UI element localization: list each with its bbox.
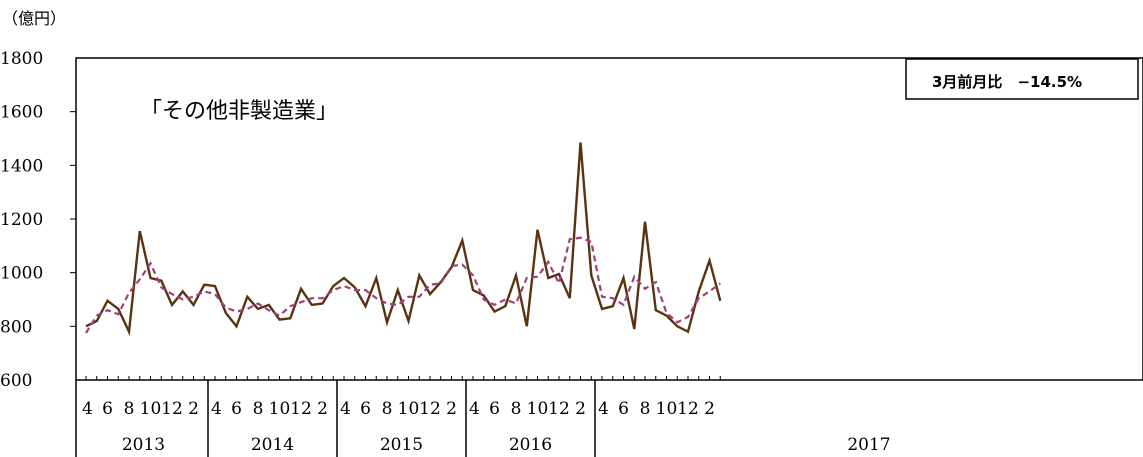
month-label: 2 <box>317 399 328 419</box>
plot-frame <box>75 57 1143 381</box>
year-label: 2017 <box>847 435 890 455</box>
y-tick-label: 1600 <box>0 103 43 123</box>
month-label: 8 <box>640 399 651 419</box>
unit-label: （億円） <box>2 9 66 28</box>
month-label: 4 <box>469 399 480 419</box>
month-label: 2 <box>446 399 457 419</box>
y-axis-ticks: 600 800 1000 1200 1400 1600 1800 <box>0 49 76 391</box>
y-tick-label: 1000 <box>0 264 43 284</box>
y-tick-label: 1400 <box>0 156 43 176</box>
month-label: 10 <box>398 399 420 419</box>
month-label: 8 <box>253 399 264 419</box>
series-title: 「その他非製造業」 <box>140 99 338 124</box>
y-tick-label: 1800 <box>0 49 43 69</box>
month-label: 12 <box>290 399 312 419</box>
month-label: 8 <box>124 399 135 419</box>
month-label: 6 <box>102 399 113 419</box>
callout-text: 3月前月比 −14.5% <box>932 73 1082 91</box>
series-line-solid <box>85 142 722 337</box>
year-label: 2016 <box>509 435 552 455</box>
month-label: 4 <box>340 399 351 419</box>
y-tick-label: 1200 <box>0 210 43 230</box>
series-lines <box>85 142 722 337</box>
month-label: 4 <box>598 399 609 419</box>
month-label: 10 <box>527 399 549 419</box>
month-label: 12 <box>161 399 183 419</box>
month-label: 2 <box>575 399 586 419</box>
y-tick-label: 800 <box>0 317 32 337</box>
year-label: 2013 <box>122 435 165 455</box>
month-label: 4 <box>211 399 222 419</box>
month-label: 12 <box>677 399 699 419</box>
month-label: 2 <box>704 399 715 419</box>
month-label: 8 <box>382 399 393 419</box>
month-label: 2 <box>188 399 199 419</box>
month-label: 6 <box>489 399 500 419</box>
month-label: 12 <box>419 399 441 419</box>
month-label: 10 <box>656 399 678 419</box>
year-label: 2015 <box>380 435 423 455</box>
month-label: 8 <box>511 399 522 419</box>
month-label: 6 <box>360 399 371 419</box>
series-line-dashed <box>85 236 721 334</box>
month-label: 12 <box>548 399 570 419</box>
month-label: 6 <box>618 399 629 419</box>
month-label: 4 <box>82 399 93 419</box>
y-tick-label: 600 <box>0 371 32 391</box>
year-label: 2014 <box>251 435 294 455</box>
month-label: 6 <box>231 399 242 419</box>
month-label: 10 <box>140 399 162 419</box>
callout-box: 3月前月比 −14.5% <box>905 58 1139 100</box>
month-label: 10 <box>269 399 291 419</box>
